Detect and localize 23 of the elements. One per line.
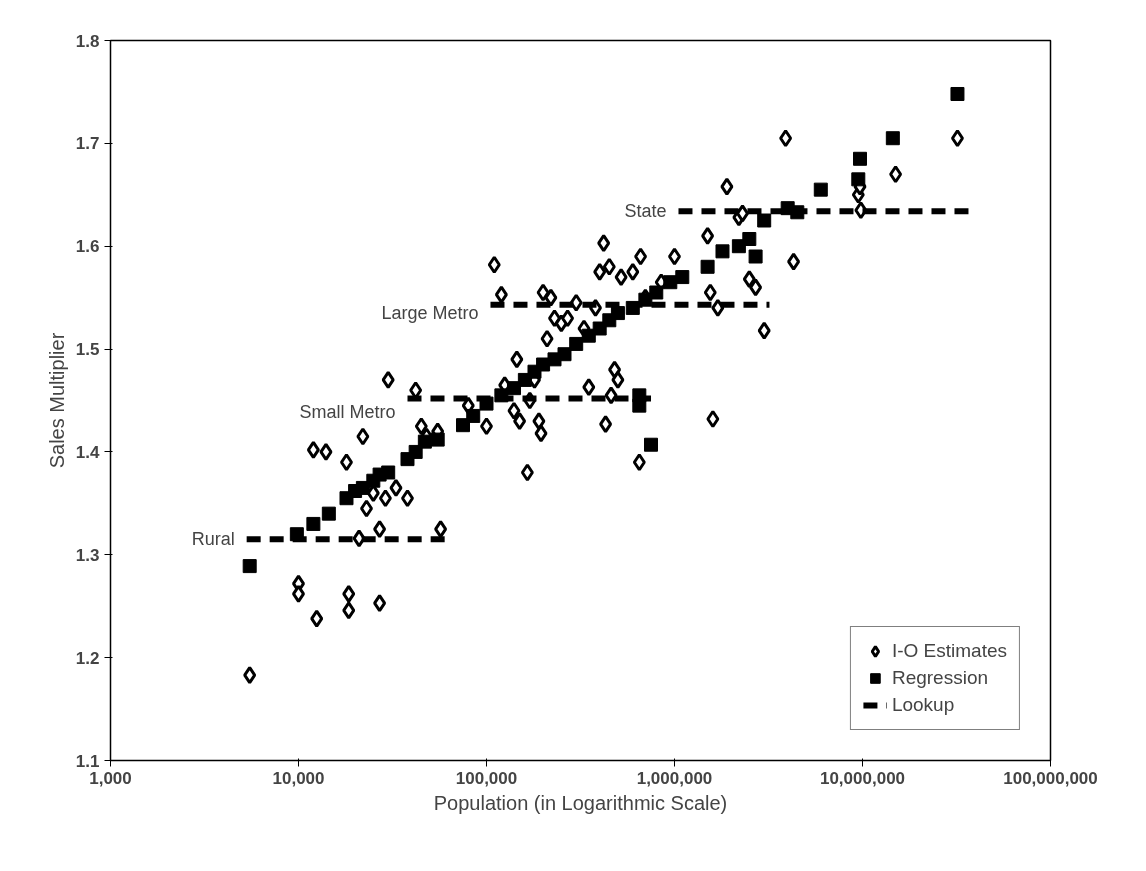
legend-label: Regression xyxy=(891,667,989,689)
y-tick-label: 1.2 xyxy=(75,648,100,668)
y-tick-label: 1.7 xyxy=(75,134,100,154)
y-tick-label: 1.5 xyxy=(75,340,100,360)
x-tick-label: 100,000,000 xyxy=(1003,768,1098,788)
x-tick-label: 1,000 xyxy=(89,768,132,788)
y-tick-label: 1.3 xyxy=(75,545,100,565)
x-tick-label: 10,000 xyxy=(272,768,325,788)
annotation: Large Metro xyxy=(381,302,479,323)
x-tick-label: 1,000,000 xyxy=(636,768,713,788)
annotation: Small Metro xyxy=(299,402,396,423)
y-axis-title: Sales Multiplier xyxy=(45,332,68,469)
legend-label: I-O Estimates xyxy=(891,640,1007,662)
legend-label: Lookup xyxy=(891,694,955,716)
x-axis-title: Population (in Logarithmic Scale) xyxy=(433,791,728,814)
y-tick-label: 1.1 xyxy=(75,751,100,771)
annotation: Rural xyxy=(191,529,235,550)
y-tick-label: 1.4 xyxy=(75,442,101,462)
annotation: State xyxy=(624,201,667,222)
x-tick-label: 10,000,000 xyxy=(819,768,906,788)
x-tick-label: 100,000 xyxy=(455,768,518,788)
y-tick-label: 1.6 xyxy=(75,237,100,257)
y-tick-label: 1.8 xyxy=(75,31,100,51)
